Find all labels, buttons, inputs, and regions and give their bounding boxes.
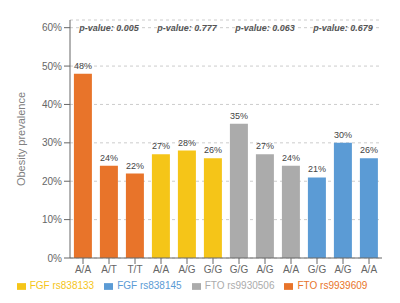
svg-text:30%: 30% xyxy=(334,130,352,140)
svg-text:p-value: 0.679: p-value: 0.679 xyxy=(312,23,373,33)
svg-text:A/T: A/T xyxy=(101,264,117,275)
svg-text:A/A: A/A xyxy=(153,264,169,275)
svg-text:24%: 24% xyxy=(282,153,300,163)
svg-text:24%: 24% xyxy=(100,153,118,163)
svg-text:27%: 27% xyxy=(256,141,274,151)
html-text:FGF rs838145: FGF rs838145 xyxy=(117,280,182,291)
html-text:FTO rs9939609: FTO rs9939609 xyxy=(297,280,368,291)
svg-text:A/A: A/A xyxy=(283,264,299,275)
svg-text:26%: 26% xyxy=(204,145,222,155)
svg-text:G/G: G/G xyxy=(230,264,249,275)
svg-text:50%: 50% xyxy=(42,61,62,72)
svg-text:A/G: A/G xyxy=(334,264,351,275)
svg-text:p-value: 0.777: p-value: 0.777 xyxy=(156,23,218,33)
svg-text:21%: 21% xyxy=(308,164,326,174)
svg-text:A/G: A/G xyxy=(256,264,273,275)
svg-text:A/G: A/G xyxy=(178,264,195,275)
svg-text:40%: 40% xyxy=(42,99,62,110)
svg-text:48%: 48% xyxy=(74,61,92,71)
html-text:FTO rs9930506: FTO rs9930506 xyxy=(204,280,275,291)
svg-text:A/A: A/A xyxy=(361,264,377,275)
svg-text:T/T: T/T xyxy=(128,264,143,275)
svg-text:A/A: A/A xyxy=(75,264,91,275)
svg-text:28%: 28% xyxy=(178,138,196,148)
svg-text:10%: 10% xyxy=(42,214,62,225)
html-text:FGF rs838133: FGF rs838133 xyxy=(29,280,95,291)
svg-text:G/G: G/G xyxy=(204,264,223,275)
svg-text:30%: 30% xyxy=(42,137,62,148)
svg-text:Obesity prevalence: Obesity prevalence xyxy=(15,92,27,186)
svg-text:p-value: 0.005: p-value: 0.005 xyxy=(78,23,140,33)
svg-text:22%: 22% xyxy=(126,161,144,171)
svg-text:20%: 20% xyxy=(42,176,62,187)
svg-text:G/G: G/G xyxy=(308,264,327,275)
svg-text:p-value: 0.063: p-value: 0.063 xyxy=(234,23,295,33)
svg-text:35%: 35% xyxy=(230,111,248,121)
svg-text:27%: 27% xyxy=(152,141,170,151)
svg-text:26%: 26% xyxy=(360,145,378,155)
svg-text:0%: 0% xyxy=(48,253,63,264)
svg-text:60%: 60% xyxy=(42,22,62,33)
